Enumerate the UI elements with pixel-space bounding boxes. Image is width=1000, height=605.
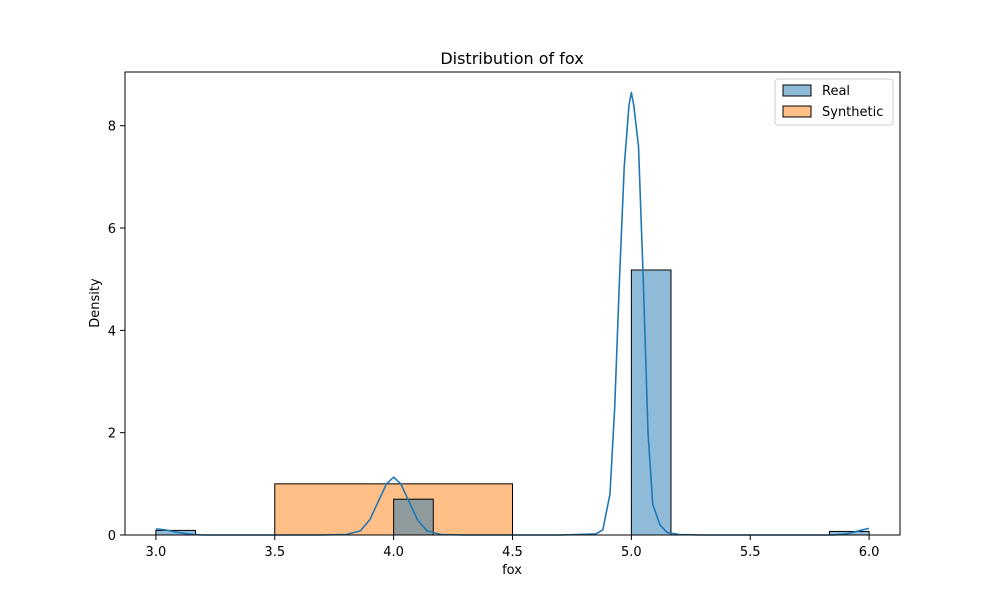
x-tick-label: 4.0 — [383, 545, 404, 560]
chart-title: Distribution of fox — [440, 49, 583, 68]
x-tick-label: 5.5 — [740, 545, 761, 560]
x-tick-label: 3.5 — [264, 545, 285, 560]
x-tick-label: 3.0 — [146, 545, 167, 560]
y-tick-label: 0 — [108, 529, 116, 544]
y-tick-label: 6 — [108, 222, 116, 237]
x-axis-label: fox — [502, 563, 522, 578]
kde-layer — [155, 91, 870, 536]
legend-swatch-real — [782, 84, 812, 97]
real-bar-1 — [393, 498, 434, 536]
y-tick-label: 2 — [108, 427, 116, 442]
axes-frame — [124, 71, 901, 536]
legend-label-real: Real — [822, 84, 850, 99]
x-tick-label: 4.5 — [502, 545, 523, 560]
y-tick-label: 8 — [108, 120, 116, 135]
legend: Real Synthetic — [774, 78, 894, 126]
y-tick-label: 4 — [108, 324, 116, 339]
x-tick-label: 6.0 — [859, 545, 880, 560]
real-bar-2 — [630, 269, 672, 536]
x-tick-label: 5.0 — [621, 545, 642, 560]
real-kde-line — [155, 91, 870, 536]
y-ticks: 0 2 4 6 8 — [108, 120, 125, 544]
x-ticks: 3.0 3.5 4.0 4.5 5.0 5.5 6.0 — [146, 535, 880, 560]
legend-swatch-synthetic — [782, 105, 812, 118]
legend-label-synthetic: Synthetic — [822, 105, 883, 120]
y-axis-label: Density — [88, 278, 103, 328]
